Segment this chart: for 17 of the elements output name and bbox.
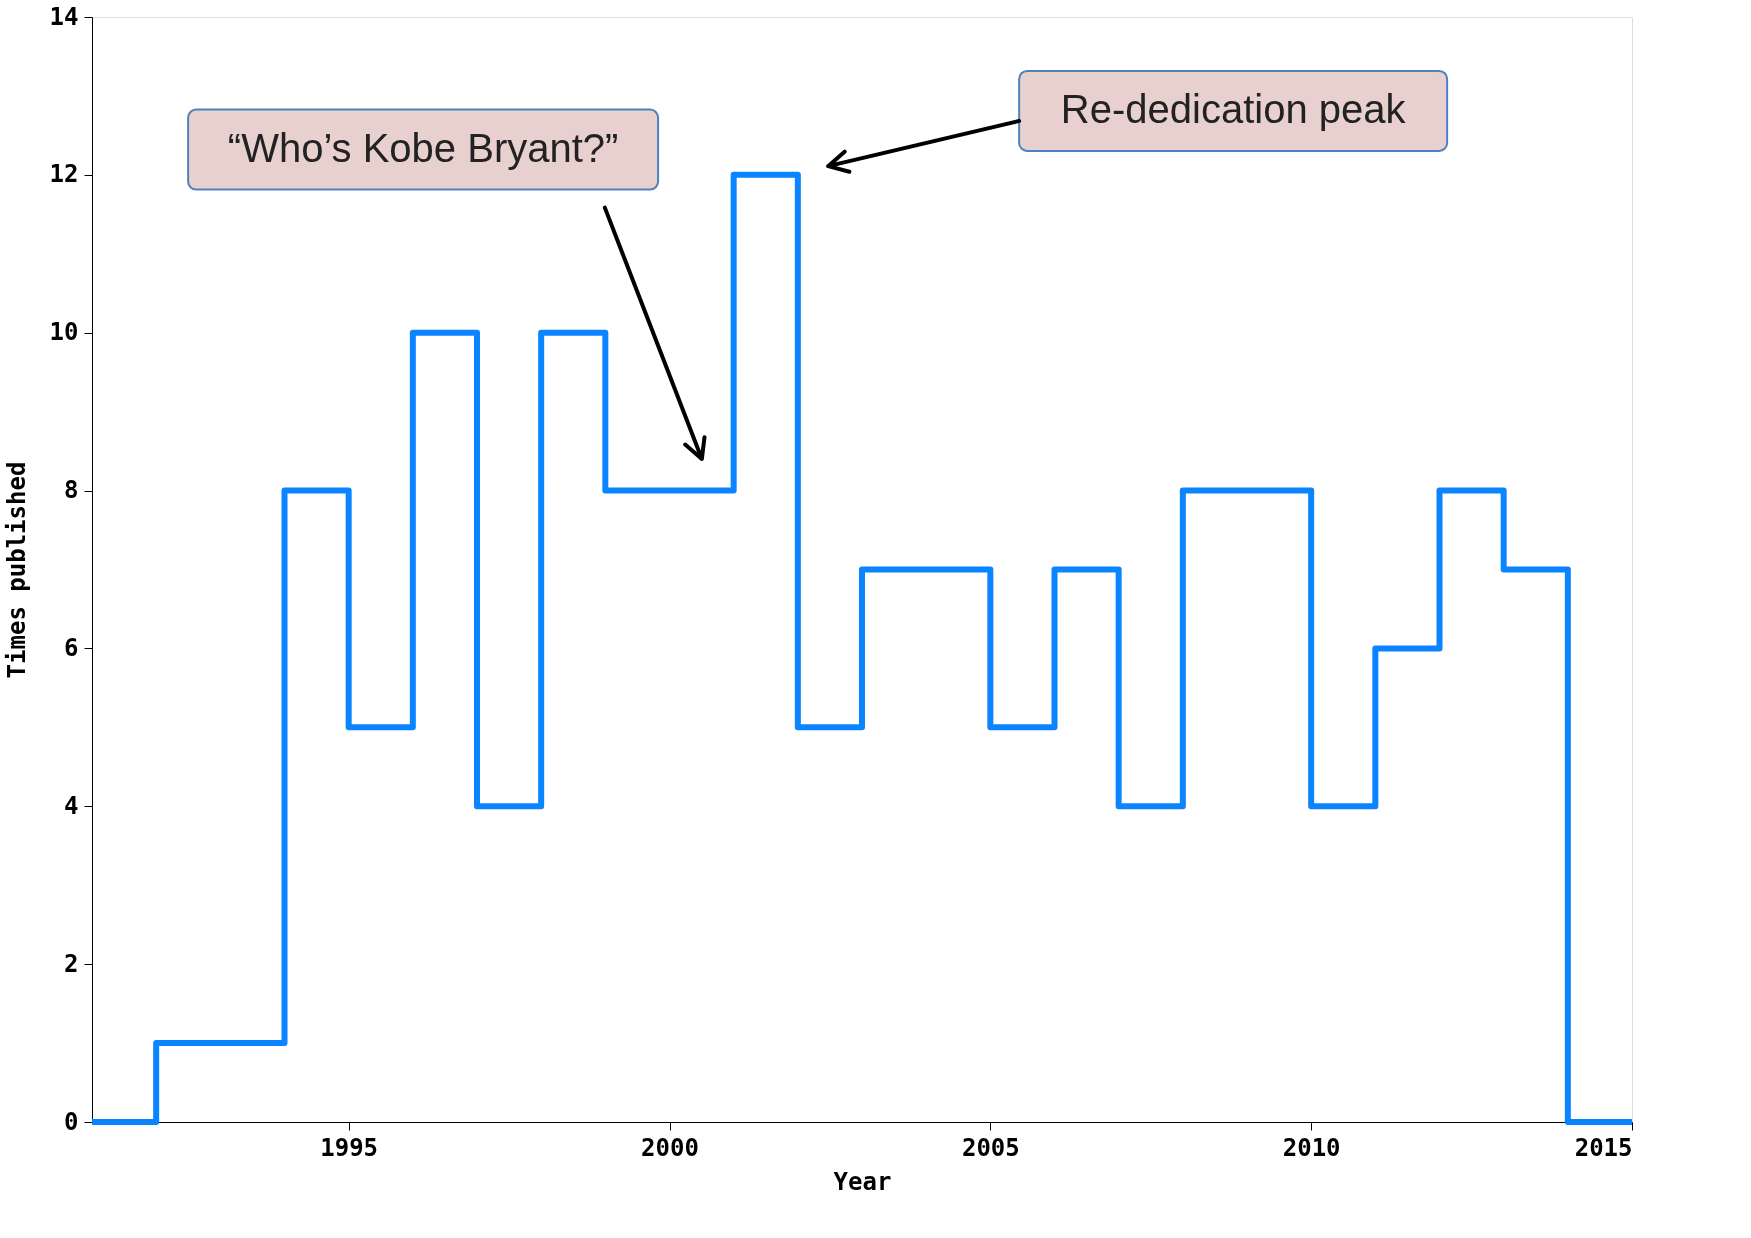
y-axis-title: Times published	[2, 461, 31, 679]
annotation: “Who’s Kobe Bryant?”	[227, 125, 619, 170]
x-tick-label: 2000	[641, 1133, 699, 1162]
x-tick-label: 2010	[1282, 1133, 1341, 1162]
x-axis-title: Year	[833, 1167, 892, 1196]
y-tick-label: 6	[64, 633, 79, 662]
x-tick-label: 1995	[320, 1133, 379, 1162]
x-tick-label: 2005	[961, 1133, 1020, 1162]
y-tick-label: 10	[49, 318, 79, 347]
annotation: Re-dedication peak	[1060, 86, 1407, 131]
y-tick-label: 2	[64, 949, 79, 978]
y-tick-label: 12	[49, 160, 79, 189]
y-tick-label: 4	[64, 791, 79, 820]
y-tick-label: 14	[49, 2, 79, 31]
y-tick-label: 0	[64, 1107, 79, 1136]
x-tick-label: 2015	[1574, 1133, 1633, 1162]
y-tick-label: 8	[64, 476, 79, 505]
